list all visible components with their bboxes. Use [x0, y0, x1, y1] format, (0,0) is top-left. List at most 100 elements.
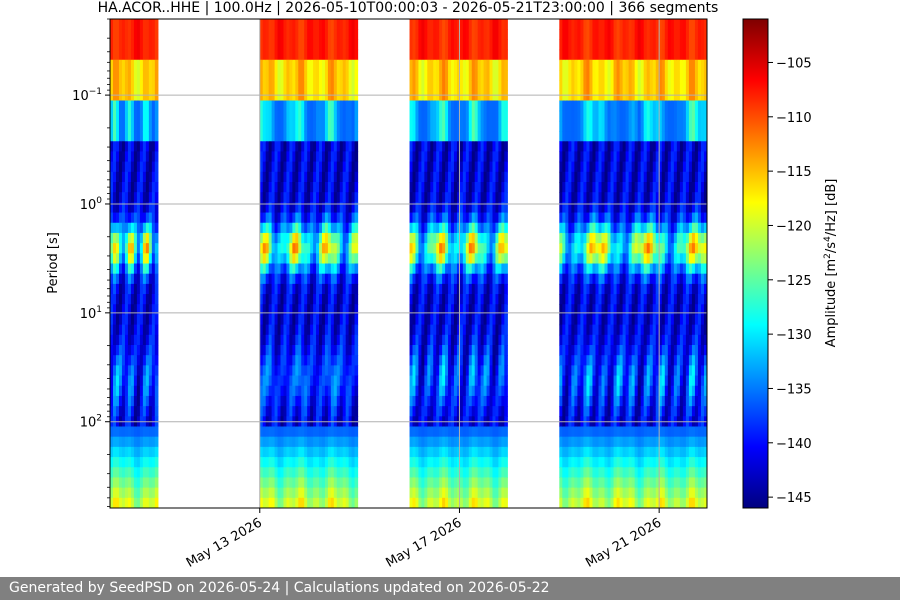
heat-cell [495, 263, 500, 275]
heat-cell [592, 110, 597, 122]
heat-cell [324, 222, 329, 234]
heat-cell [480, 497, 485, 508]
heat-cell [283, 100, 288, 112]
heat-cell [622, 406, 627, 417]
heat-cell [333, 29, 338, 40]
heat-cell [327, 212, 332, 224]
heat-cell [145, 345, 150, 356]
heat-cell [319, 375, 323, 387]
heat-cell [110, 131, 114, 142]
heat-cell [430, 355, 434, 366]
heat-cell [321, 253, 326, 265]
heat-cell [451, 59, 455, 71]
heat-cell [610, 304, 615, 316]
heat-cell [289, 304, 293, 316]
heat-cell [333, 141, 338, 153]
heat-cell [409, 243, 414, 254]
heat-cell [486, 202, 491, 214]
heat-cell [622, 324, 627, 336]
heat-cell [486, 110, 491, 122]
heat-cell [133, 131, 138, 142]
heat-cell [274, 324, 279, 336]
heat-cell [489, 467, 494, 479]
heat-cell [333, 304, 338, 316]
heat-cell [124, 29, 129, 40]
heat-cell [583, 243, 588, 254]
heat-cell [139, 182, 144, 193]
heat-cell [130, 436, 135, 448]
heat-cell [112, 436, 117, 448]
heat-cell [448, 120, 452, 132]
heat-cell [486, 375, 491, 387]
heat-cell [574, 457, 578, 468]
heat-cell [451, 192, 455, 203]
heat-cell [136, 171, 141, 183]
heat-cell [133, 467, 138, 479]
heat-cell [289, 467, 293, 479]
heat-cell [480, 477, 485, 489]
heat-cell [339, 110, 344, 122]
heat-cell [268, 345, 273, 356]
heat-cell [430, 395, 434, 407]
heat-cell [562, 171, 566, 183]
heat-cell [145, 161, 150, 173]
heat-cell [592, 497, 597, 508]
heat-cell [348, 436, 353, 448]
heat-cell [130, 151, 135, 163]
heat-cell [619, 90, 624, 102]
heat-cell [418, 59, 422, 71]
heat-cell [295, 324, 299, 336]
heat-cell [607, 202, 612, 214]
heat-cell [592, 49, 597, 61]
heat-cell [477, 487, 482, 499]
heat-cell [342, 385, 347, 397]
heat-cell [604, 29, 609, 40]
heat-cell [613, 161, 618, 173]
heat-cell [462, 345, 467, 356]
heat-cell [339, 324, 344, 336]
heat-cell [333, 334, 338, 346]
heat-cell [559, 497, 563, 508]
heat-cell [604, 477, 609, 489]
heat-cell [453, 283, 458, 295]
heat-cell [277, 345, 282, 356]
heat-cell [462, 253, 467, 265]
heat-cell [348, 90, 353, 102]
heat-cell [151, 426, 156, 438]
heat-cell [619, 29, 624, 40]
heat-cell [298, 39, 302, 51]
heat-cell [489, 29, 494, 40]
heat-cell [433, 273, 437, 285]
heat-cell [471, 467, 476, 479]
heat-cell [313, 49, 317, 61]
heat-cell [324, 192, 329, 203]
heat-cell [468, 345, 473, 356]
heat-cell [336, 304, 341, 316]
heat-cell [262, 477, 267, 489]
heat-cell [589, 273, 594, 285]
heat-cell [412, 294, 417, 305]
heat-cell [301, 314, 305, 326]
heat-cell [133, 243, 138, 254]
heat-cell [295, 355, 299, 366]
heat-cell [456, 182, 461, 193]
heat-cell [421, 39, 425, 51]
heat-cell [118, 385, 123, 397]
heat-cell [607, 375, 612, 387]
heat-cell [468, 222, 473, 234]
heat-cell [110, 334, 114, 346]
heat-cell [462, 243, 467, 254]
heat-cell [583, 151, 588, 163]
heat-cell [421, 131, 425, 142]
heat-cell [274, 100, 279, 112]
heat-cell [259, 151, 264, 163]
heat-cell [336, 202, 341, 214]
heat-cell [336, 395, 341, 407]
heat-cell [280, 131, 285, 142]
heat-cell [418, 375, 422, 387]
heat-cell [565, 487, 569, 499]
heat-cell [486, 29, 491, 40]
heat-cell [504, 263, 508, 275]
heat-cell [418, 243, 422, 254]
heat-cell [565, 90, 569, 102]
